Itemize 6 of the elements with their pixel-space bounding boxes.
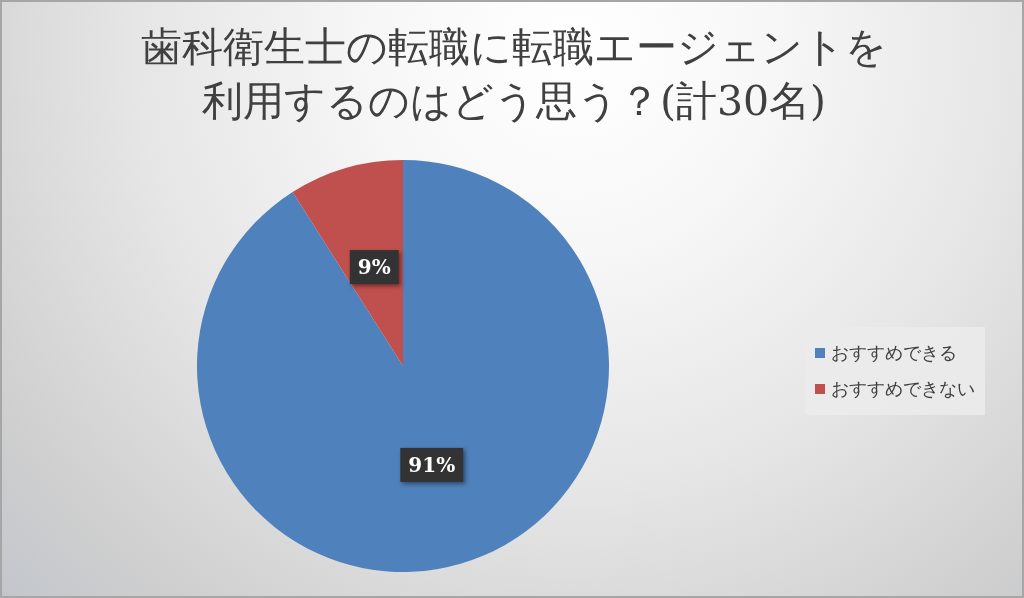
legend: おすすめできる おすすめできない	[805, 327, 985, 415]
legend-label: おすすめできる	[831, 341, 957, 365]
title: 歯科衛生士の転職に転職エージェントを利用するのはどう思う？(計30名)	[140, 22, 888, 127]
data-label: 91%	[408, 452, 456, 477]
legend-label: おすすめできない	[831, 377, 975, 401]
data-label: 9%	[357, 255, 391, 280]
